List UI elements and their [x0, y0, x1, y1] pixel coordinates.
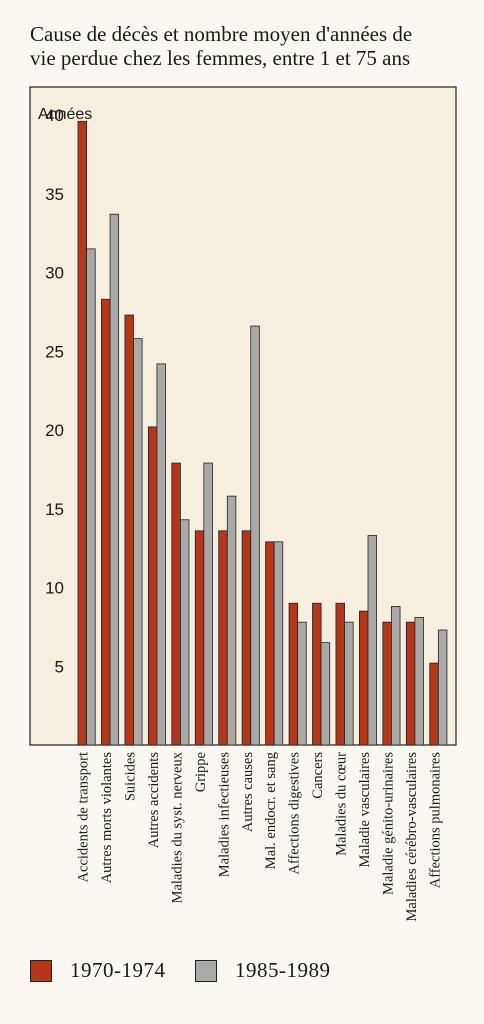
chart-title-line-1: Cause de décès et nombre moyen d'années …: [30, 22, 413, 46]
x-tick-label: Suicides: [123, 752, 139, 801]
bar-2-15: [414, 617, 424, 746]
bar-1-10: [288, 602, 299, 746]
legend-swatch-series-2: [195, 959, 217, 982]
legend-item-series-1: 1970-1974: [30, 958, 166, 983]
bar-2-5: [179, 519, 190, 746]
x-tick-label: Maladie génito-urinaires: [380, 752, 396, 895]
bar-1-7: [218, 530, 228, 746]
x-tick-label: Cancers: [310, 752, 326, 799]
x-tick-label: Grippe: [193, 752, 209, 792]
bar-2-8: [250, 325, 260, 746]
bar-2-2: [109, 213, 120, 746]
x-tick-label: Maladies cérébro-vasculaires: [404, 752, 420, 922]
chart-title-line-2: vie perdue chez les femmes, entre 1 et 7…: [30, 46, 411, 70]
y-tick-label: 40: [45, 106, 64, 125]
chart-legend: 1970-1974 1985-1989: [0, 958, 484, 998]
bar-2-6: [203, 462, 213, 746]
bar-1-13: [358, 610, 369, 746]
x-tick-label: Maladies infectieuses: [216, 752, 232, 878]
x-tick-label: Mal. endocr. et sang: [263, 752, 279, 869]
bar-1-6: [194, 530, 205, 746]
y-tick-label: 25: [45, 342, 64, 361]
y-tick-label: 35: [45, 185, 64, 204]
bar-2-1: [86, 248, 96, 746]
bar-1-11: [312, 602, 322, 746]
x-tick-label: Maladies du cœur: [334, 752, 350, 856]
bar-2-4: [156, 363, 166, 746]
bar-2-3: [133, 338, 143, 746]
bar-1-1: [77, 120, 88, 746]
bar-1-3: [124, 314, 134, 746]
bar-1-16: [429, 662, 439, 746]
y-tick-label: 30: [45, 264, 64, 283]
bar-2-12: [344, 621, 354, 746]
x-tick-label: Maladies du syst. nerveux: [169, 751, 185, 903]
bar-1-8: [241, 530, 252, 746]
y-axis-label: Années: [38, 106, 92, 123]
bar-2-10: [297, 621, 307, 746]
bar-1-12: [335, 602, 345, 746]
legend-swatch-series-1: [30, 959, 52, 982]
bar-1-9: [265, 541, 275, 746]
legend-label-series-1: 1970-1974: [70, 958, 166, 982]
bar-2-9: [273, 541, 284, 746]
x-tick-label: Autres causes: [240, 752, 256, 832]
y-tick-label: 15: [45, 500, 64, 519]
bar-2-16: [437, 629, 448, 746]
x-tick-label: Accidents de transport: [76, 752, 92, 882]
y-tick-label: 20: [45, 421, 64, 440]
x-tick-label: Autres accidents: [146, 752, 162, 849]
x-tick-label: Affections digestives: [287, 752, 303, 875]
y-tick-label: 5: [55, 657, 64, 676]
chart-title: Cause de décès et nombre moyen d'années …: [30, 22, 475, 70]
bar-2-14: [391, 606, 401, 746]
bar-1-14: [382, 621, 392, 746]
x-tick-label: Maladie vasculaires: [357, 752, 373, 868]
x-tick-label: Affections pulmonaires: [427, 752, 443, 889]
bar-1-5: [171, 462, 181, 746]
bar-1-4: [147, 426, 158, 746]
bar-1-15: [405, 621, 416, 746]
bar-2-7: [226, 495, 237, 746]
x-tick-label: Autres morts violantes: [99, 752, 115, 884]
bar-chart: Années 5 10 15 20 25 30 35 40 Accidents de transp…: [29, 86, 457, 922]
legend-label-series-2: 1985-1989: [235, 958, 331, 982]
bar-1-2: [101, 298, 111, 746]
bar-2-13: [367, 535, 378, 746]
bar-2-11: [320, 642, 331, 746]
legend-item-series-2: 1985-1989: [195, 958, 331, 983]
y-tick-label: 10: [45, 579, 64, 598]
